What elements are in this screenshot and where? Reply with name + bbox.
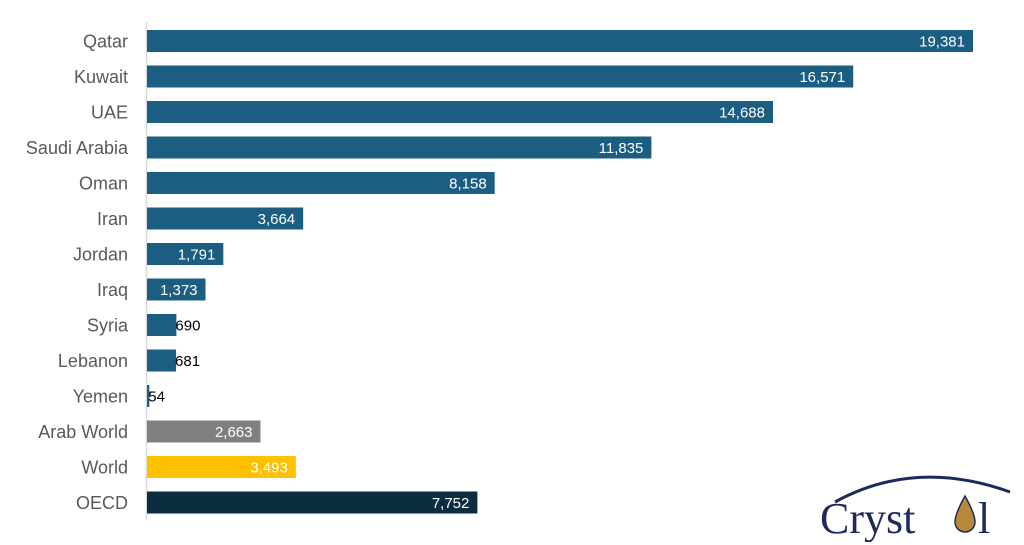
- bar-arab-world: [147, 420, 261, 443]
- data-label: 3,493: [250, 460, 288, 477]
- category-label: Oman: [79, 174, 128, 194]
- bar-iran: [147, 207, 304, 230]
- bar-kuwait: [147, 65, 854, 88]
- data-label: 690: [175, 318, 200, 335]
- bar-saudi-arabia: [147, 136, 652, 159]
- data-label: 3,664: [258, 211, 296, 228]
- category-label: Arab World: [38, 422, 128, 442]
- logo-text: Cryst: [820, 494, 915, 542]
- category-label: Syria: [87, 316, 129, 336]
- data-label: 8,158: [449, 176, 487, 193]
- bar-jordan: [147, 243, 224, 265]
- data-label: 19,381: [919, 34, 965, 51]
- data-label: 681: [175, 353, 200, 370]
- logo-arc: [834, 475, 1011, 504]
- bar-oecd: [147, 491, 478, 514]
- category-label: Jordan: [73, 245, 128, 265]
- category-label: Iran: [97, 209, 128, 229]
- crystol-logo: Cryst l: [820, 475, 1011, 542]
- bar-yemen: [147, 385, 150, 407]
- bar-qatar: [147, 30, 973, 52]
- data-label: 1,791: [178, 247, 216, 264]
- oil-drop-icon: [954, 494, 976, 533]
- bar-world: [147, 456, 296, 478]
- category-label: Lebanon: [58, 351, 128, 371]
- bar-iraq: [147, 278, 206, 301]
- category-label: World: [81, 458, 128, 478]
- category-label: Iraq: [97, 280, 128, 300]
- category-label: Saudi Arabia: [26, 138, 129, 158]
- bar-lebanon: [147, 349, 177, 372]
- bar-uae: [147, 101, 773, 123]
- category-label: OECD: [76, 493, 128, 513]
- category-label: UAE: [91, 103, 128, 123]
- data-label: 11,835: [599, 140, 644, 157]
- category-label: Qatar: [83, 32, 128, 52]
- bar-oman: [147, 172, 495, 194]
- data-label: 14,688: [719, 105, 765, 122]
- category-label: Yemen: [73, 387, 128, 407]
- category-label: Kuwait: [74, 67, 128, 87]
- data-label: 54: [148, 389, 165, 406]
- data-label: 2,663: [215, 424, 253, 441]
- data-label: 16,571: [799, 69, 845, 86]
- svg-text:l: l: [978, 494, 990, 542]
- data-label: 7,752: [432, 495, 470, 512]
- data-label: 1,373: [160, 282, 198, 299]
- bar-syria: [147, 314, 177, 336]
